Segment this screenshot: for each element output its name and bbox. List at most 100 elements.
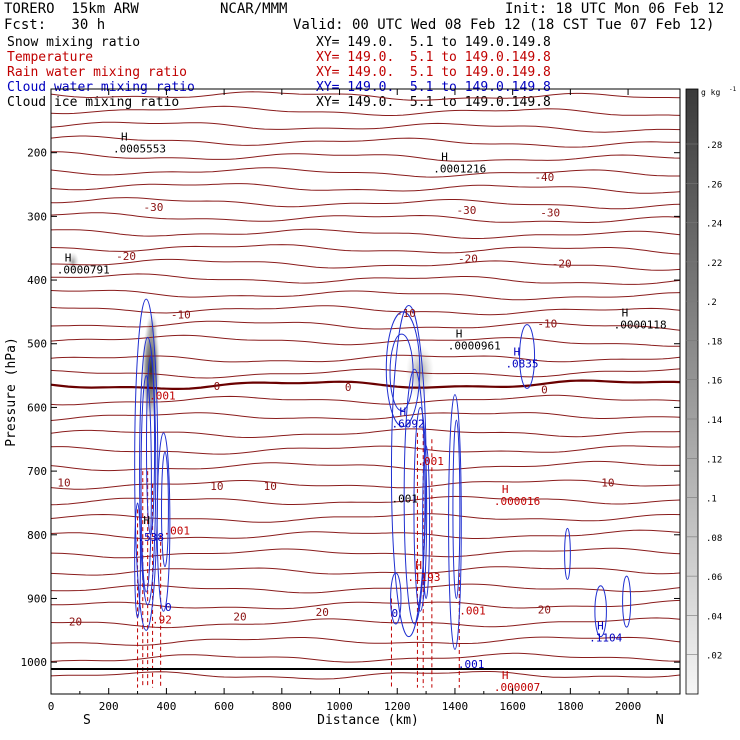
colorbar-tick-label: .28 xyxy=(706,141,722,151)
y-tick-label: 500 xyxy=(27,338,47,351)
isotherm-label: -10 xyxy=(396,307,416,320)
cloud-water-contour xyxy=(134,298,159,631)
model-name: TORERO 15km ARW xyxy=(4,1,139,17)
colorbar-unit: g kg xyxy=(701,88,720,97)
colorbar-tick-label: .12 xyxy=(706,455,722,465)
isotherm-label: -10 xyxy=(171,308,191,321)
isotherm-label: -30 xyxy=(143,201,163,214)
isotherm-line xyxy=(51,183,680,194)
isotherm-label: 20 xyxy=(316,606,329,619)
extremum-value: .1193 xyxy=(407,571,440,584)
x-tick-label: 600 xyxy=(214,700,234,713)
isotherm-line xyxy=(51,167,680,178)
colorbar-tick-label: .02 xyxy=(706,652,722,662)
extremum-value: .001 xyxy=(417,455,444,468)
extremum-value: .001 xyxy=(149,389,176,402)
x-tick-label: 0 xyxy=(48,700,55,713)
cloud-water-contour xyxy=(146,355,156,536)
isotherm-line xyxy=(51,671,680,680)
legend-field-range: XY= 149.0. 5.1 to 149.0.149.8 xyxy=(316,35,551,50)
extremum-value: .000016 xyxy=(494,495,540,508)
x-axis-title: Distance (km) xyxy=(317,713,419,728)
extremum-value: 0 xyxy=(165,601,172,614)
extremum-mark: H xyxy=(399,405,406,418)
cloud-water-contour xyxy=(403,368,426,625)
isotherm-line xyxy=(51,212,680,224)
extremum-mark: H xyxy=(456,328,463,341)
isotherm-line xyxy=(51,354,680,363)
isotherm-label: 10 xyxy=(57,477,70,490)
x-end-label-left: S xyxy=(83,713,91,728)
isotherm-line xyxy=(51,228,680,239)
isotherm-label: 20 xyxy=(233,610,246,623)
colorbar-tick-label: .04 xyxy=(706,612,722,622)
isotherm-line xyxy=(51,273,680,285)
cloud-water-contour xyxy=(389,333,414,412)
extremum-mark: H xyxy=(597,619,604,632)
extremum-value: 0 xyxy=(391,607,398,620)
isotherm-label: 0 xyxy=(345,381,352,394)
isotherm-line xyxy=(51,305,680,316)
legend-field-name: Rain water mixing ratio xyxy=(7,65,188,80)
legend-field-range: XY= 149.0. 5.1 to 149.0.149.8 xyxy=(316,80,551,95)
legend-field-name: Snow mixing ratio xyxy=(7,35,141,50)
isotherm-line xyxy=(51,105,680,116)
x-tick-label: 1600 xyxy=(499,700,526,713)
extremum-mark: H xyxy=(513,346,520,359)
ice-patch-north xyxy=(67,252,79,272)
extremum-value: .001 xyxy=(458,658,485,671)
colorbar-unit-exponent: -1 xyxy=(729,86,737,93)
extremum-value: .001 xyxy=(391,493,418,506)
isotherm-line xyxy=(51,379,680,390)
cloud-water-contour xyxy=(161,451,169,568)
y-tick-label: 600 xyxy=(27,401,47,414)
extremum-value: .0000791 xyxy=(57,263,110,276)
colorbar-tick-label: .06 xyxy=(706,573,722,583)
x-tick-label: 400 xyxy=(156,700,176,713)
cloud-water-contours xyxy=(134,298,632,650)
cloud-water-contour xyxy=(140,375,152,593)
isotherm-line xyxy=(51,529,680,540)
y-tick-label: 800 xyxy=(27,529,47,542)
y-axis-title: Pressure (hPa) xyxy=(4,337,19,447)
isotherm-label: 10 xyxy=(210,480,223,493)
legend-field-name: Temperature xyxy=(7,50,94,65)
isotherm-line xyxy=(51,320,680,331)
isotherm-label: 20 xyxy=(69,615,82,628)
isotherm-line xyxy=(51,547,680,559)
cloud-water-contour xyxy=(413,406,428,612)
cloud-water-contour xyxy=(519,324,536,389)
colorbar-tick-label: .2 xyxy=(706,298,717,308)
extremum-value: .001 xyxy=(459,605,486,618)
x-tick-label: 1000 xyxy=(326,700,353,713)
cloud-water-contour xyxy=(452,419,461,599)
colorbar-tick-label: .26 xyxy=(706,180,722,190)
isotherm-line xyxy=(51,258,680,271)
isotherm-label: 10 xyxy=(601,477,614,490)
extremum-mark: H xyxy=(441,151,448,164)
x-tick-label: 1400 xyxy=(442,700,469,713)
legend-field-name: Cloud water mixing ratio xyxy=(7,80,195,95)
isotherm-label: -30 xyxy=(540,207,560,220)
isotherm-line xyxy=(51,617,680,629)
isotherm-line xyxy=(51,289,680,301)
extremum-value: .0001216 xyxy=(433,163,486,176)
y-tick-label: 400 xyxy=(27,274,47,287)
legend-field-name: Cloud ice mixing ratio xyxy=(7,95,180,110)
isotherm-line xyxy=(51,412,680,421)
isotherm-line xyxy=(51,428,680,438)
isotherm-line xyxy=(51,652,680,663)
extremum-value: .001 xyxy=(164,524,191,537)
extremum-value: .000007 xyxy=(494,681,540,694)
isotherm-label: -40 xyxy=(534,171,554,184)
extremum-value: .0000961 xyxy=(448,340,501,353)
isotherm-label: -30 xyxy=(457,204,477,217)
cloud-ice-shading xyxy=(67,252,434,422)
colorbar: .02 .04 .06 .08 .1 .12 .14 .16 .18 .2 .22 .24 .26 .28… xyxy=(685,86,737,695)
extremum-value: .6092 xyxy=(391,417,424,430)
y-tick-label: 300 xyxy=(27,210,47,223)
legend-field-range: XY= 149.0. 5.1 to 149.0.149.8 xyxy=(316,50,551,65)
colorbar-tick-label: .14 xyxy=(706,416,722,426)
cloud-water-contour xyxy=(390,572,402,625)
